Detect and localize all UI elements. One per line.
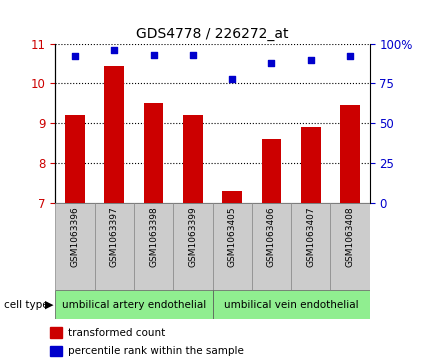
- Point: [307, 57, 314, 62]
- Bar: [212, 290, 370, 319]
- Text: transformed count: transformed count: [68, 327, 165, 338]
- Bar: [105, 66, 124, 203]
- Text: GSM1063399: GSM1063399: [188, 206, 197, 267]
- Bar: [65, 115, 85, 203]
- Text: GSM1063397: GSM1063397: [110, 206, 119, 267]
- Bar: [183, 115, 203, 203]
- Point: [347, 53, 354, 59]
- Bar: [222, 191, 242, 203]
- Text: cell type: cell type: [4, 300, 49, 310]
- Title: GDS4778 / 226272_at: GDS4778 / 226272_at: [136, 27, 289, 41]
- Bar: [55, 203, 94, 290]
- Bar: [134, 203, 173, 290]
- Bar: [340, 105, 360, 203]
- Bar: [50, 327, 62, 338]
- Bar: [301, 127, 320, 203]
- Bar: [331, 203, 370, 290]
- Bar: [212, 203, 252, 290]
- Bar: [262, 139, 281, 203]
- Point: [71, 53, 78, 59]
- Point: [111, 47, 118, 53]
- Bar: [144, 103, 163, 203]
- Point: [268, 60, 275, 66]
- Bar: [291, 203, 331, 290]
- Text: GSM1063405: GSM1063405: [228, 206, 237, 266]
- Text: GSM1063398: GSM1063398: [149, 206, 158, 267]
- Bar: [50, 346, 62, 356]
- Text: GSM1063408: GSM1063408: [346, 206, 354, 266]
- Text: umbilical artery endothelial: umbilical artery endothelial: [62, 300, 206, 310]
- Text: GSM1063406: GSM1063406: [267, 206, 276, 266]
- Point: [190, 52, 196, 58]
- Bar: [94, 203, 134, 290]
- Text: umbilical vein endothelial: umbilical vein endothelial: [224, 300, 358, 310]
- Text: percentile rank within the sample: percentile rank within the sample: [68, 346, 244, 356]
- Point: [150, 52, 157, 58]
- Text: GSM1063407: GSM1063407: [306, 206, 315, 266]
- Point: [229, 76, 235, 82]
- Text: ▶: ▶: [45, 300, 53, 310]
- Bar: [173, 203, 212, 290]
- Bar: [55, 290, 212, 319]
- Bar: [252, 203, 291, 290]
- Text: GSM1063396: GSM1063396: [71, 206, 79, 267]
